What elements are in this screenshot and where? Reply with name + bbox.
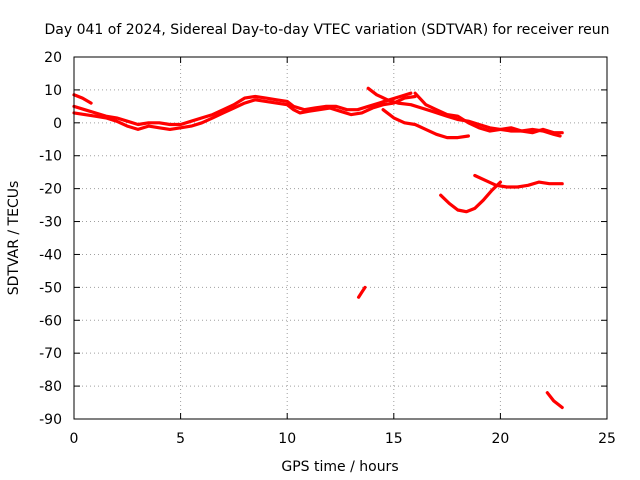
plot-frame (73, 56, 608, 420)
y-tick-label: -90 (39, 412, 62, 428)
y-tick-label: -20 (39, 182, 62, 198)
x-tick-label: 15 (385, 431, 403, 447)
y-tick-label: -80 (39, 379, 62, 395)
series-layer (72, 86, 564, 410)
y-tick-label: -70 (39, 346, 62, 362)
x-axis-label: GPS time / hours (281, 459, 398, 475)
series-line-arc-spike-50 (357, 285, 367, 299)
x-tick-label: 0 (70, 431, 79, 447)
series-line-arc-low-1 (439, 180, 502, 214)
y-tick-label: -30 (39, 215, 62, 231)
y-tick-label: -40 (39, 247, 62, 263)
x-tick-label: 10 (278, 431, 296, 447)
y-tick-label: 0 (53, 116, 62, 132)
series-line-arc-main-2 (72, 91, 413, 127)
axis-ticks: 20 10 0 -10 -20 -30 -40 -50 -60 -70 -80 -90 0 5 10 15 20… (39, 50, 616, 447)
y-tick-label: -10 (39, 149, 62, 165)
chart-title: Day 041 of 2024, Sidereal Day-to-day VTE… (44, 22, 609, 38)
x-tick-label: 5 (176, 431, 185, 447)
y-tick-label: -50 (39, 280, 62, 296)
y-tick-label: 20 (44, 50, 62, 66)
y-axis-label: SDTVAR / TECUs (6, 181, 22, 296)
series-line-arc-mid-right-1 (366, 86, 562, 138)
series-line-arc-dip (381, 108, 470, 140)
series-line-arc-start (72, 93, 93, 105)
series-line-arc-mid-right-2 (413, 91, 564, 135)
x-tick-label: 20 (491, 431, 509, 447)
y-tick-label: 10 (44, 83, 62, 99)
x-tick-label: 25 (598, 431, 616, 447)
y-tick-label: -60 (39, 313, 62, 329)
grid (74, 57, 607, 419)
series-line-arc-low-2 (473, 173, 564, 189)
series-line-arc-tail-85 (545, 391, 564, 410)
series-line-arc-main-1 (72, 94, 417, 131)
